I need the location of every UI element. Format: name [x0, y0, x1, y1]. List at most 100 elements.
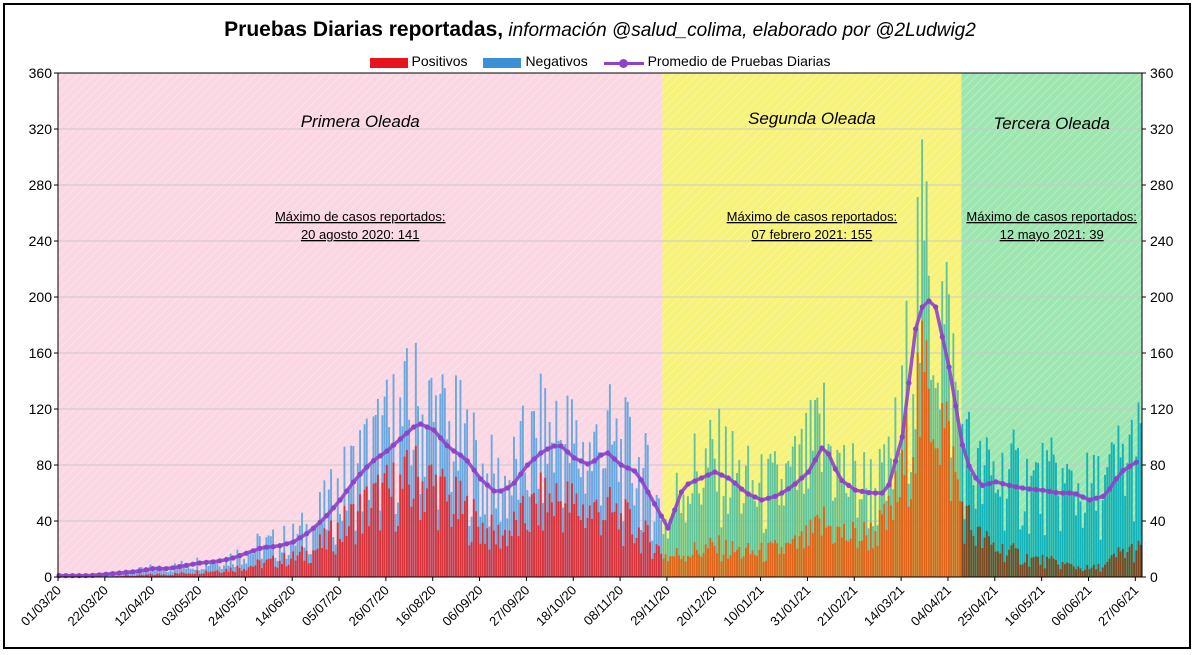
- legend-label-promedio: Promedio de Pruebas Diarias: [647, 53, 831, 70]
- bar-positivos: [1055, 560, 1057, 577]
- bar-negativos: [637, 457, 640, 577]
- bar-positivos: [762, 561, 765, 577]
- bar-positivos: [1046, 556, 1048, 577]
- bar-negativos: [673, 511, 676, 577]
- average-point: [966, 463, 972, 469]
- bar-positivos: [771, 543, 774, 577]
- average-point: [959, 442, 966, 448]
- y-tick-left-200: 200: [29, 289, 53, 305]
- bar-positivos: [874, 531, 877, 577]
- x-tick-label: 22/03/20: [65, 583, 111, 629]
- bar-positivos: [417, 476, 419, 577]
- bar-positivos: [1028, 566, 1031, 577]
- y-tick-right-240: 240: [1150, 233, 1174, 249]
- bar-positivos: [439, 476, 442, 577]
- bar-negativos: [858, 499, 861, 577]
- chart-title-subtitle: información @salud_colima, elaborado por…: [503, 20, 976, 41]
- bar-negativos: [1135, 456, 1138, 577]
- bar-positivos: [553, 516, 556, 577]
- bar-negativos: [243, 558, 246, 577]
- bar-negativos: [1104, 474, 1106, 577]
- bar-negativos: [762, 533, 765, 577]
- average-point: [672, 507, 678, 513]
- bar-positivos: [872, 548, 875, 577]
- bar-positivos: [495, 544, 498, 577]
- bar-negativos: [1059, 531, 1062, 577]
- bar-positivos: [731, 541, 734, 577]
- x-tick-label: 06/06/21: [1048, 583, 1094, 629]
- average-point: [498, 488, 504, 494]
- bar-negativos: [738, 460, 741, 577]
- bar-positivos: [649, 542, 651, 577]
- bar-positivos: [269, 558, 272, 577]
- bar-positivos: [187, 573, 190, 577]
- bar-positivos: [829, 526, 832, 577]
- bar-positivos: [901, 449, 904, 577]
- bar-negativos: [869, 459, 872, 577]
- bar-positivos: [840, 537, 843, 577]
- bar-positivos: [515, 519, 518, 577]
- bar-negativos: [823, 382, 825, 577]
- average-point: [243, 550, 250, 556]
- bar-positivos: [691, 554, 694, 577]
- wave-note-line2-3: 12 mayo 2021: 39: [1000, 227, 1104, 242]
- bar-positivos: [441, 468, 444, 577]
- bar-negativos: [769, 453, 772, 577]
- bar-positivos: [499, 548, 502, 577]
- y-tick-right-80: 80: [1150, 457, 1166, 473]
- bar-positivos: [1050, 555, 1053, 577]
- average-point: [618, 462, 624, 468]
- bar-positivos: [789, 543, 792, 577]
- bar-negativos: [169, 569, 172, 577]
- bar-positivos: [405, 449, 408, 577]
- bar-positivos: [820, 535, 823, 577]
- bar-negativos: [1075, 515, 1077, 577]
- bar-negativos: [767, 458, 770, 577]
- bar-positivos: [825, 527, 828, 577]
- bar-negativos: [789, 466, 792, 577]
- average-point: [993, 479, 999, 485]
- average-point: [872, 490, 879, 496]
- bar-positivos: [912, 457, 915, 577]
- bar-positivos: [1133, 562, 1135, 577]
- average-point: [578, 458, 584, 464]
- average-point: [524, 462, 531, 468]
- bar-positivos: [943, 428, 946, 577]
- bar-negativos: [256, 533, 259, 577]
- bar-positivos: [571, 483, 573, 577]
- bar-positivos: [1021, 564, 1024, 577]
- bar-negativos: [620, 439, 622, 577]
- bar-positivos: [575, 493, 578, 577]
- bar-positivos: [448, 494, 451, 577]
- bar-negativos: [704, 448, 707, 577]
- bar-negativos: [1072, 491, 1075, 577]
- bar-positivos: [981, 548, 984, 577]
- bar-positivos: [477, 526, 480, 577]
- average-point: [290, 539, 296, 545]
- bar-positivos: [267, 558, 270, 577]
- bar-positivos: [818, 518, 821, 577]
- bar-positivos: [785, 543, 788, 577]
- bar-positivos: [684, 561, 687, 577]
- average-point: [906, 380, 912, 386]
- average-point: [799, 475, 805, 481]
- bar-positivos: [671, 556, 674, 577]
- bar-negativos: [530, 411, 533, 577]
- bar-negativos: [258, 536, 261, 577]
- bar-negativos: [1057, 495, 1060, 577]
- bar-negativos: [744, 465, 747, 577]
- bar-positivos: [276, 567, 279, 577]
- bar-negativos: [1037, 462, 1040, 577]
- bar-negativos: [513, 436, 515, 577]
- chart-title-main: Pruebas Diarias reportadas,: [224, 18, 504, 41]
- bar-negativos: [113, 573, 116, 577]
- bar-negativos: [657, 498, 660, 577]
- bar-positivos: [492, 530, 495, 577]
- average-point: [371, 458, 377, 464]
- average-point: [504, 485, 511, 491]
- bar-positivos: [593, 502, 596, 577]
- bar-positivos: [992, 542, 995, 577]
- annotations: Primera Oleada Máximo de casos reportados…: [275, 109, 1137, 242]
- bar-negativos: [1014, 450, 1017, 577]
- bar-negativos: [198, 570, 201, 577]
